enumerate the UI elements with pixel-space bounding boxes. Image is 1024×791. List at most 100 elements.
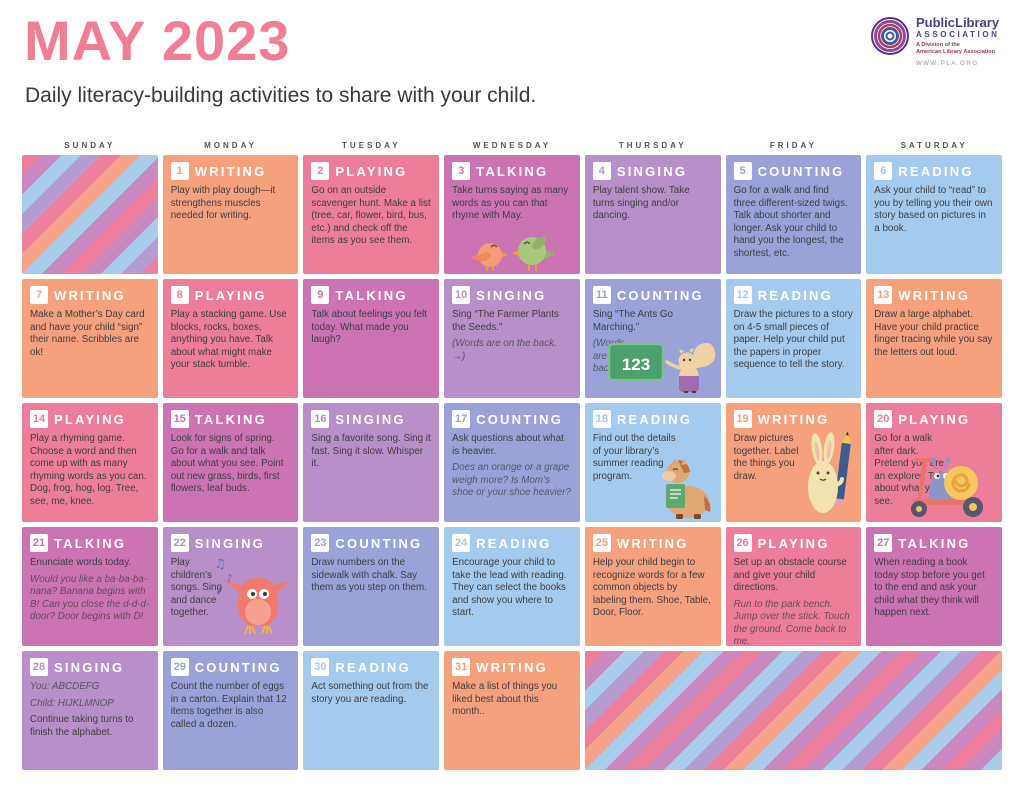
day-category-label: READING <box>757 287 833 303</box>
weekday-label-monday: MONDAY <box>204 141 257 150</box>
day-cell-header: 29 COUNTING <box>170 658 291 676</box>
day-activity: Take turns saying as many words as you c… <box>452 185 572 223</box>
activity-text: Look for signs of spring. Go for a walk … <box>170 433 284 495</box>
day-number: 16 <box>311 410 330 428</box>
day-category-label: WRITING <box>476 659 548 675</box>
day-cell-header: 18 READING <box>592 410 713 428</box>
day-number: 19 <box>733 410 752 428</box>
activity-text: Go for a walk after dark. Pretend you ar… <box>874 433 946 507</box>
day-number: 12 <box>733 286 752 304</box>
activity-text: Child: HIJKLMNOP <box>30 697 114 709</box>
day-category-label: TALKING <box>54 535 127 551</box>
activity-text: Go for a walk and find three different-s… <box>733 185 848 259</box>
activity-text: Encourage your child to take the lead wi… <box>452 557 567 619</box>
day-cell-22: 22 SINGING Play children’s songs. Sing and… <box>162 527 299 646</box>
day-activity: Count the number of eggs in a carton. Ex… <box>171 681 291 731</box>
day-category-label: SINGING <box>476 287 547 303</box>
day-cell-header: 12 READING <box>733 286 854 304</box>
day-number: 5 <box>733 162 752 180</box>
day-cell-26: 26 PLAYING Set up an obstacle course and g… <box>725 527 862 646</box>
day-number: 2 <box>311 162 330 180</box>
day-category-label: WRITING <box>898 287 971 303</box>
day-category-label: WRITING <box>616 535 689 551</box>
day-cell-23: 23 COUNTING Draw numbers on the sidewalk w… <box>303 527 440 646</box>
day-activity: Go for a walk after dark. Pretend you ar… <box>874 433 994 508</box>
day-cell-28: 28 SINGING You: ABCDEFG Child: HIJKLMNOP Con… <box>22 651 158 770</box>
day-category-label: COUNTING <box>476 411 564 427</box>
day-category-label: READING <box>898 163 974 179</box>
day-cell-15: 15 TALKING Look for signs of spring. Go fo… <box>162 403 299 522</box>
day-category-label: TALKING <box>194 411 267 427</box>
day-cell-header: 13 WRITING <box>874 286 994 304</box>
day-cell-header: 15 TALKING <box>170 410 291 428</box>
day-activity: Play a stacking game. Use blocks, rocks,… <box>171 309 291 372</box>
decorative-stripes-cell <box>584 651 1002 770</box>
day-number: 8 <box>170 286 189 304</box>
day-category-label: TALKING <box>335 287 408 303</box>
day-number: 23 <box>311 534 330 552</box>
day-number: 18 <box>592 410 611 428</box>
day-activity: Ask questions about what is heavier. Does… <box>452 433 572 500</box>
activity-text: Ask your child to “read” to you by telli… <box>874 185 993 234</box>
day-cell-4: 4 SINGING Play talent show. Take turns sin… <box>584 155 721 274</box>
day-category-label: SINGING <box>194 535 265 551</box>
day-number: 17 <box>452 410 471 428</box>
day-activity: Go for a walk and find three different-s… <box>734 185 854 260</box>
day-cell-header: 4 SINGING <box>592 162 713 180</box>
activity-text: Count the number of eggs in a carton. Ex… <box>170 681 287 730</box>
day-cell-header: 2 PLAYING <box>311 162 431 180</box>
day-activity: Make a Mother’s Day card and have your c… <box>30 309 150 359</box>
day-cell-header: 9 TALKING <box>311 286 431 304</box>
day-category-label: COUNTING <box>757 163 845 179</box>
day-cell-13: 13 WRITING Draw a large alphabet. Have you… <box>866 279 1002 398</box>
day-number: 10 <box>452 286 471 304</box>
day-number: 15 <box>170 410 189 428</box>
day-cell-header: 16 SINGING <box>311 410 431 428</box>
day-activity: Play with play dough—it strengthens musc… <box>171 185 291 223</box>
day-cell-20: 20 PLAYING Go for a walk after dark. Prete… <box>866 403 1002 522</box>
day-category-label: PLAYING <box>54 411 126 427</box>
day-cell-header: 8 PLAYING <box>170 286 291 304</box>
day-activity: Sing “The Farmer Plants the Seeds.” (Word… <box>452 309 572 363</box>
activity-text: Make a list of things you liked best abo… <box>452 681 558 718</box>
weekday-label-sunday: SUNDAY <box>64 141 116 150</box>
day-category-label: PLAYING <box>898 411 971 427</box>
day-cell-3: 3 TALKING Take turns saying as many words … <box>444 155 580 274</box>
day-number: 3 <box>452 162 471 180</box>
activity-text: Play talent show. Take turns singing and… <box>592 185 690 222</box>
day-cell-19: 19 WRITING Draw pictures together. Label t… <box>725 403 862 522</box>
day-number: 25 <box>592 534 611 552</box>
day-number: 28 <box>30 658 48 676</box>
day-number: 14 <box>30 410 48 428</box>
activity-text: You: ABCDEFG <box>30 681 100 692</box>
two-birds-illustration <box>470 236 557 271</box>
day-cell-31: 31 WRITING Make a list of things you liked… <box>444 651 580 770</box>
day-activity: Play a rhyming game. Choose a word and t… <box>30 433 150 508</box>
day-cell-9: 9 TALKING Talk about feelings you felt tod… <box>303 279 440 398</box>
day-cell-header: 20 PLAYING <box>874 410 994 428</box>
activity-text: Sing a favorite song. Sing it fast. Sing… <box>311 433 431 470</box>
day-cell-17: 17 COUNTING Ask questions about what is he… <box>444 403 580 522</box>
day-activity: Set up an obstacle course and give your … <box>734 557 854 646</box>
day-cell-12: 12 READING Draw the pictures to a story on… <box>725 279 862 398</box>
day-category-label: COUNTING <box>335 535 423 551</box>
day-cell-18: 18 READING Find out the details of your li… <box>584 403 721 522</box>
page-subtitle: Daily literacy-building activities to sh… <box>25 84 537 107</box>
day-cell-header: 1 WRITING <box>170 162 291 180</box>
day-activity: Go on an outside scavenger hunt. Make a … <box>311 185 431 248</box>
logo-url: WWW.PLA.ORG <box>916 60 979 67</box>
day-number: 22 <box>170 534 189 552</box>
day-category-label: READING <box>476 535 552 551</box>
activity-text: Go on an outside scavenger hunt. Make a … <box>311 185 431 247</box>
day-cell-10: 10 SINGING Sing “The Farmer Plants the See… <box>444 279 580 398</box>
day-activity: Draw a large alphabet. Have your child p… <box>874 309 994 359</box>
day-cell-header: 19 WRITING <box>733 410 854 428</box>
day-activity: Play talent show. Take turns singing and… <box>593 185 713 223</box>
day-category-label: WRITING <box>54 287 126 303</box>
day-activity: Enunciate words today. Would you like a b… <box>30 557 150 624</box>
day-activity: Look for signs of spring. Go for a walk … <box>171 433 291 496</box>
day-number: 7 <box>30 286 48 304</box>
day-cell-8: 8 PLAYING Play a stacking game. Use blocks… <box>162 279 299 398</box>
day-activity: Talk about feelings you felt today. What… <box>311 309 431 347</box>
day-cell-5: 5 COUNTING Go for a walk and find three di… <box>725 155 862 274</box>
